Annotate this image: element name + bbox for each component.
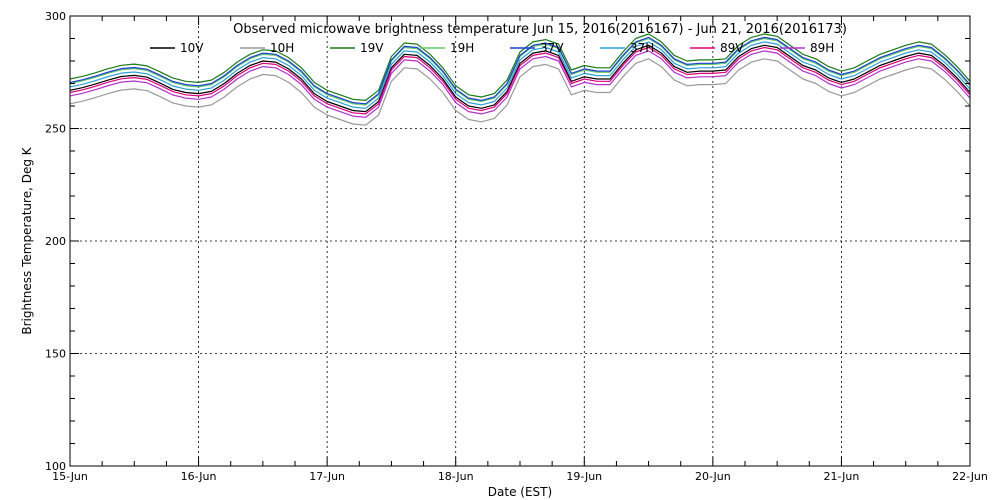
legend-label-19h: 19H bbox=[450, 41, 474, 55]
x-tick-label: 22-Jun bbox=[952, 470, 988, 483]
x-tick-label: 21-Jun bbox=[824, 470, 860, 483]
legend-label-37v: 37V bbox=[540, 41, 564, 55]
series-line-10v bbox=[69, 44, 971, 113]
chart-title: Observed microwave brightness temperatur… bbox=[233, 22, 847, 37]
legend-label-89v: 89V bbox=[720, 41, 744, 55]
y-tick-label: 300 bbox=[45, 10, 66, 23]
series-line-89v bbox=[69, 46, 971, 115]
y-tick-label: 200 bbox=[45, 235, 66, 248]
series-lines bbox=[69, 33, 971, 126]
series-line-37v bbox=[69, 36, 971, 105]
x-tick-label: 18-Jun bbox=[438, 470, 474, 483]
x-axis-label: Date (EST) bbox=[488, 485, 552, 499]
y-axis-label: Brightness Temperature, Deg K bbox=[20, 146, 34, 334]
legend-label-10v: 10V bbox=[180, 41, 204, 55]
legend-label-89h: 89H bbox=[810, 41, 834, 55]
series-line-19v bbox=[69, 33, 971, 102]
tick-labels: 15-Jun 16-Jun 17-Jun 18-Jun 19-Jun 20-Jun 21-J… bbox=[45, 10, 988, 483]
series-line-37h bbox=[69, 41, 971, 109]
x-tick-label: 16-Jun bbox=[181, 470, 217, 483]
axis-ticks bbox=[69, 15, 971, 467]
y-tick-label: 250 bbox=[45, 123, 66, 136]
x-tick-label: 20-Jun bbox=[695, 470, 731, 483]
y-tick-label: 150 bbox=[45, 348, 66, 361]
x-tick-label: 15-Jun bbox=[52, 470, 88, 483]
legend-label-37h: 37H bbox=[630, 41, 654, 55]
x-tick-label: 19-Jun bbox=[566, 470, 602, 483]
series-line-89h bbox=[69, 50, 971, 118]
legend: 10V 10H 19V 19H 37V 37H 89V 89H bbox=[150, 41, 834, 55]
x-tick-label: 17-Jun bbox=[309, 470, 345, 483]
legend-label-19v: 19V bbox=[360, 41, 384, 55]
legend-label-10h: 10H bbox=[270, 41, 294, 55]
series-line-10h bbox=[69, 58, 971, 126]
y-tick-label: 100 bbox=[45, 460, 66, 473]
